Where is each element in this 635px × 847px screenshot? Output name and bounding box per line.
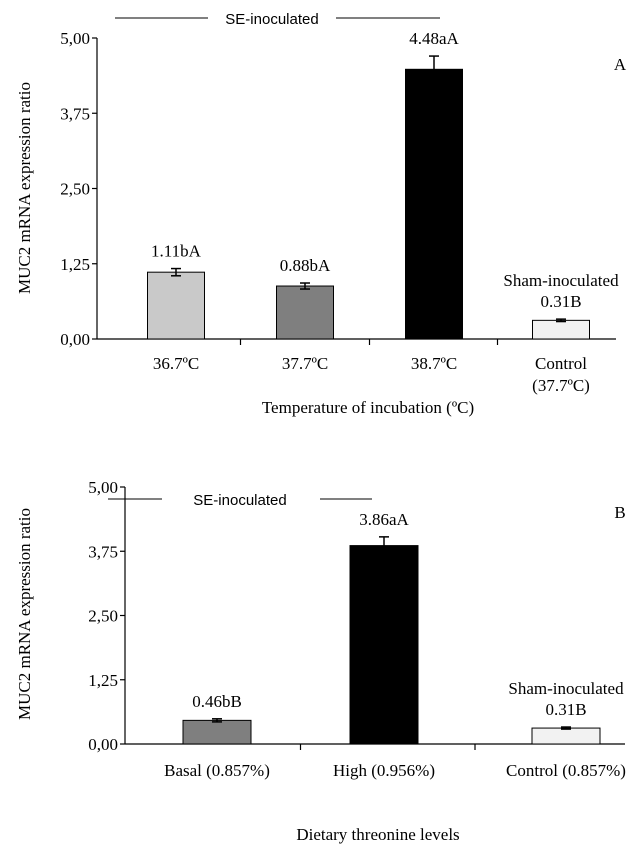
panel-a-y-axis-title: MUC2 mRNA expression ratio	[15, 82, 34, 294]
panel-a-y-tick-label: 1,25	[60, 255, 90, 274]
panel-b-y-tick-label: 5,00	[88, 478, 118, 497]
panel-a-data-label: Sham-inoculated	[503, 271, 619, 290]
panel-a-data-label: 1.11bA	[151, 242, 202, 261]
panel-a-x-tick-label: Control	[535, 354, 587, 373]
panel-a-x-axis-title: Temperature of incubation (ºC)	[262, 398, 474, 417]
panel-a-x-tick-label: 38.7ºC	[411, 354, 457, 373]
panel-b-y-tick-label: 2,50	[88, 607, 118, 626]
panel-b-label: B	[614, 503, 625, 522]
panel-b-data-label: 0.46bB	[192, 692, 242, 711]
panel-a-bar	[405, 68, 463, 340]
panel-a-y-tick-label: 5,00	[60, 29, 90, 48]
panel-a-plot-area: 0,00 1,25 2,50 3,75 5,00 1.11bA 36.7ºC 0.88bA 37…	[60, 29, 619, 395]
panel-b-data-label: Sham-inoculated	[508, 679, 624, 698]
panel-b: MUC2 mRNA expression ratio B SE-inoculat…	[15, 478, 626, 844]
panel-b-bracket-label: SE-inoculated	[193, 492, 286, 509]
panel-b-bracket: SE-inoculated	[108, 492, 372, 509]
panel-a-bracket: SE-inoculated	[115, 11, 440, 28]
panel-b-y-axis-title: MUC2 mRNA expression ratio	[15, 508, 34, 720]
panel-a-data-label: 4.48aA	[409, 29, 459, 48]
panel-a-y-tick-label: 2,50	[60, 180, 90, 199]
panel-a: MUC2 mRNA expression ratio A SE-inoculat…	[15, 11, 627, 417]
panel-b-x-tick-label: Basal (0.857%)	[164, 761, 270, 780]
panel-a-data-label: 0.31B	[540, 292, 581, 311]
panel-b-bar	[182, 719, 252, 745]
panel-a-label: A	[614, 55, 627, 74]
panel-a-y-tick-label: 0,00	[60, 330, 90, 349]
panel-b-bar	[349, 545, 419, 745]
panel-b-y-tick-label: 1,25	[88, 671, 118, 690]
panel-b-bar	[531, 727, 601, 745]
panel-a-bracket-label: SE-inoculated	[225, 11, 318, 28]
panel-b-x-tick-label: High (0.956%)	[333, 761, 435, 780]
panel-b-y-tick-label: 3,75	[88, 542, 118, 561]
panel-b-y-tick-label: 0,00	[88, 735, 118, 754]
panel-b-data-label: 0.31B	[545, 700, 586, 719]
panel-b-data-label: 3.86aA	[359, 510, 409, 529]
panel-a-bar	[147, 271, 205, 340]
panel-a-bar	[276, 285, 334, 340]
panel-b-plot-area: 0,00 1,25 2,50 3,75 5,00 0.46bB Basal (0.857%)…	[88, 478, 626, 780]
panel-a-y-tick-label: 3,75	[60, 104, 90, 123]
panel-a-x-tick-label: (37.7ºC)	[532, 376, 590, 395]
panel-b-x-axis-title: Dietary threonine levels	[296, 825, 459, 844]
panel-a-data-label: 0.88bA	[280, 256, 331, 275]
panel-a-x-tick-label: 37.7ºC	[282, 354, 328, 373]
panel-b-x-tick-label: Control (0.857%)	[506, 761, 626, 780]
panel-a-x-tick-label: 36.7ºC	[153, 354, 199, 373]
panel-a-bar	[532, 319, 590, 340]
